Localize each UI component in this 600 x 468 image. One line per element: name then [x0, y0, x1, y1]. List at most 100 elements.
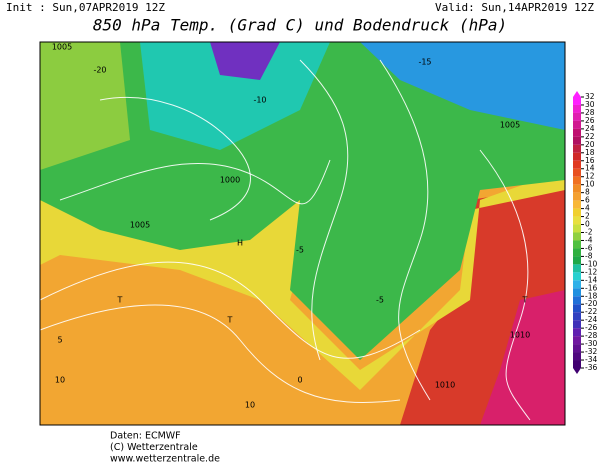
- colorbar-band: [573, 200, 581, 209]
- colorbar-label: -32: [585, 347, 597, 356]
- colorbar-label: -4: [585, 235, 593, 244]
- colorbar-label: 26: [585, 116, 595, 125]
- map-label: -5: [296, 246, 304, 255]
- map-label: -10: [253, 96, 266, 105]
- colorbar-band: [573, 288, 581, 297]
- isobar: [39, 304, 401, 403]
- colorbar-band: [573, 97, 581, 105]
- colorbar-band: [573, 256, 581, 265]
- colorbar-band: [573, 360, 581, 368]
- colorbar-label: 4: [585, 204, 590, 213]
- colorbar-label: -24: [585, 315, 597, 324]
- colorbar-band: [573, 304, 581, 313]
- colorbar-label: -26: [585, 323, 597, 332]
- map-label: T: [522, 296, 528, 305]
- colorbar-label: 6: [585, 196, 590, 205]
- colorbar-label: -18: [585, 291, 597, 300]
- map-label: -20: [93, 66, 106, 75]
- init-time: Init : Sun,07APR2019 12Z: [6, 1, 165, 14]
- isobar: [479, 149, 531, 421]
- colorbar-label: -12: [585, 267, 597, 276]
- map-label: 1005: [52, 43, 72, 52]
- valid-time: Valid: Sun,14APR2019 12Z: [435, 1, 594, 14]
- map-label: 10: [55, 376, 65, 385]
- colorbar-label: -28: [585, 331, 597, 340]
- colorbar-label: 24: [585, 124, 595, 133]
- colorbar-band: [573, 352, 581, 361]
- colorbar-band: [573, 208, 581, 217]
- map-label: 1005: [500, 121, 520, 130]
- colorbar-label: 8: [585, 188, 590, 197]
- colorbar-label: -20: [585, 299, 597, 308]
- colorbar-label: -14: [585, 275, 597, 284]
- colorbar-band: [573, 128, 581, 137]
- colorbar-band: [573, 168, 581, 177]
- map-label: 1000: [220, 176, 240, 185]
- colorbar-band: [573, 248, 581, 257]
- map-label: T: [117, 296, 123, 305]
- colorbar-label: -30: [585, 339, 597, 348]
- colorbar-label: 22: [585, 132, 595, 141]
- colorbar-band: [573, 112, 581, 121]
- colorbar-band: [573, 240, 581, 249]
- isobar: [39, 261, 421, 359]
- cold-region: [140, 42, 330, 150]
- colorbar-band: [573, 336, 581, 345]
- colorbar-label: 0: [585, 220, 590, 229]
- footer-line: (C) Wetterzentrale: [110, 442, 198, 453]
- isobar: [59, 159, 331, 205]
- colorbar-band: [573, 344, 581, 353]
- colorbar-band: [573, 296, 581, 305]
- colorbar-label: -10: [585, 259, 597, 268]
- colorbar-label: 32: [585, 92, 595, 101]
- colorbar-label: 10: [585, 180, 595, 189]
- colorbar-band: [573, 192, 581, 201]
- map-label: T: [227, 316, 233, 325]
- colorbar-label: -36: [585, 363, 597, 372]
- colorbar-band: [573, 272, 581, 281]
- cold-region-north: [360, 42, 565, 130]
- map-label: 10: [245, 401, 255, 410]
- colorbar-label: -34: [585, 355, 597, 364]
- colorbar-band: [573, 184, 581, 193]
- colorbar-label: -8: [585, 251, 593, 260]
- colorbar-band: [573, 264, 581, 273]
- map-label: -5: [376, 296, 384, 305]
- footer-line: www.wetterzentrale.de: [110, 454, 220, 465]
- colorbar-label: -2: [585, 228, 593, 237]
- colorbar-arrow-bottom: [573, 368, 581, 374]
- colorbar-band: [573, 328, 581, 337]
- colorbar-label: 28: [585, 108, 595, 117]
- colorbar-band: [573, 216, 581, 225]
- map-title: 850 hPa Temp. (Grad C) und Bodendruck (h…: [93, 16, 507, 35]
- map-label: 1005: [130, 221, 150, 230]
- colorbar-band: [573, 120, 581, 129]
- very-cold-region: [210, 42, 280, 80]
- map-label: -15: [418, 58, 431, 67]
- colorbar-band: [573, 144, 581, 153]
- colorbar-band: [573, 176, 581, 185]
- isobar: [299, 59, 349, 361]
- hot-region: [480, 290, 565, 425]
- colorbar-arrow-top: [573, 91, 581, 97]
- colorbar-label: 12: [585, 172, 595, 181]
- colorbar-label: -6: [585, 243, 593, 252]
- map: [39, 41, 566, 426]
- map-label: 1010: [435, 381, 455, 390]
- cool-region-west: [40, 42, 130, 170]
- colorbar-band: [573, 152, 581, 161]
- colorbar-label: -22: [585, 307, 597, 316]
- colorbar-band: [573, 136, 581, 145]
- map-frame: [39, 41, 566, 426]
- map-label: 0: [297, 376, 302, 385]
- colorbar-label: 20: [585, 140, 595, 149]
- colorbar-band: [573, 320, 581, 329]
- map-label: 1010: [510, 331, 530, 340]
- footer-line: Daten: ECMWF: [110, 431, 181, 442]
- colorbar-label: 30: [585, 100, 595, 109]
- isobar: [379, 59, 431, 401]
- colorbar-label: 18: [585, 148, 595, 157]
- colorbar-band: [573, 312, 581, 321]
- colorbar-label: -16: [585, 283, 597, 292]
